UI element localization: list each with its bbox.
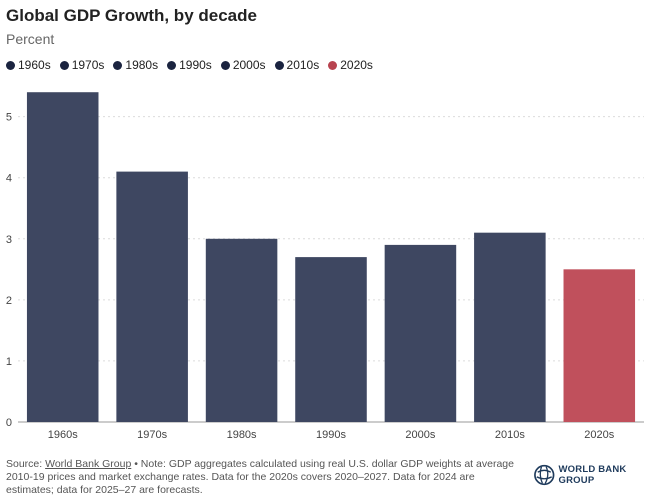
y-tick-label: 4 [6, 173, 12, 185]
x-tick-label: 1980s [227, 429, 257, 441]
legend-label: 1980s [125, 58, 159, 72]
legend-label: 2010s [286, 58, 320, 72]
legend-item-2020s[interactable]: 2020s [328, 58, 373, 72]
bar-2000s[interactable] [384, 244, 457, 422]
legend-item-2000s[interactable]: 2000s [220, 58, 266, 72]
legend-swatch [328, 60, 338, 70]
y-tick-label: 0 [6, 417, 12, 429]
globe-icon [534, 464, 555, 486]
x-tick-label: 1970s [137, 429, 167, 441]
y-tick-label: 1 [6, 356, 12, 368]
legend-swatch [167, 60, 177, 70]
y-tick-label: 3 [6, 234, 12, 246]
legend-swatch [274, 60, 284, 70]
source-link[interactable]: World Bank Group [45, 458, 132, 470]
chart-title: Global GDP Growth, by decade [6, 6, 257, 25]
legend-label: 1990s [179, 58, 212, 72]
legend-item-2010s[interactable]: 2010s [274, 58, 320, 72]
footer-note: Source: World Bank Group • Note: GDP agg… [6, 458, 516, 497]
bar-2010s[interactable] [474, 232, 546, 422]
bar-1960s[interactable] [26, 92, 99, 422]
legend-label: 2000s [232, 58, 266, 72]
legend-item-1980s[interactable]: 1980s [113, 58, 158, 72]
bar-chart: 0 1 2 3 4 5 1960s 1970s 1980s 1990s 2000s 2010s 2020… [6, 92, 644, 441]
legend-label: 1960s [18, 58, 51, 72]
x-tick-label: 1960s [48, 429, 78, 441]
world-bank-logo[interactable]: WORLD BANK GROUP [534, 464, 658, 486]
legend-label: 1970s [71, 58, 105, 72]
x-tick-label: 2010s [495, 429, 525, 441]
note-text: • Note: GDP aggregates calculated using … [6, 458, 514, 496]
legend-item-1970s[interactable]: 1970s [59, 58, 105, 72]
bar-1980s[interactable] [205, 238, 278, 422]
x-tick-label: 2020s [584, 429, 614, 441]
legend-swatch [59, 60, 69, 70]
bar-1970s[interactable] [116, 171, 188, 422]
legend-item-1990s[interactable]: 1990s [167, 58, 212, 72]
chart-subtitle: Percent [6, 31, 55, 47]
source-prefix: Source: [6, 458, 46, 470]
y-tick-label: 2 [6, 295, 12, 307]
legend-item-1960s[interactable]: 1960s [6, 58, 51, 72]
legend-swatch [220, 60, 230, 70]
y-tick-label: 5 [6, 112, 12, 124]
legend: 1960s 1970s 1980s 1990s 2000s 2010s 2020s [6, 58, 373, 72]
legend-swatch [6, 60, 15, 70]
bar-2020s[interactable] [563, 269, 636, 422]
legend-label: 2020s [340, 58, 373, 72]
legend-swatch [113, 60, 123, 70]
x-tick-label: 2000s [405, 429, 435, 441]
bar-1990s[interactable] [295, 257, 367, 422]
logo-text: WORLD BANK GROUP [558, 464, 627, 486]
x-tick-label: 1990s [316, 429, 346, 441]
